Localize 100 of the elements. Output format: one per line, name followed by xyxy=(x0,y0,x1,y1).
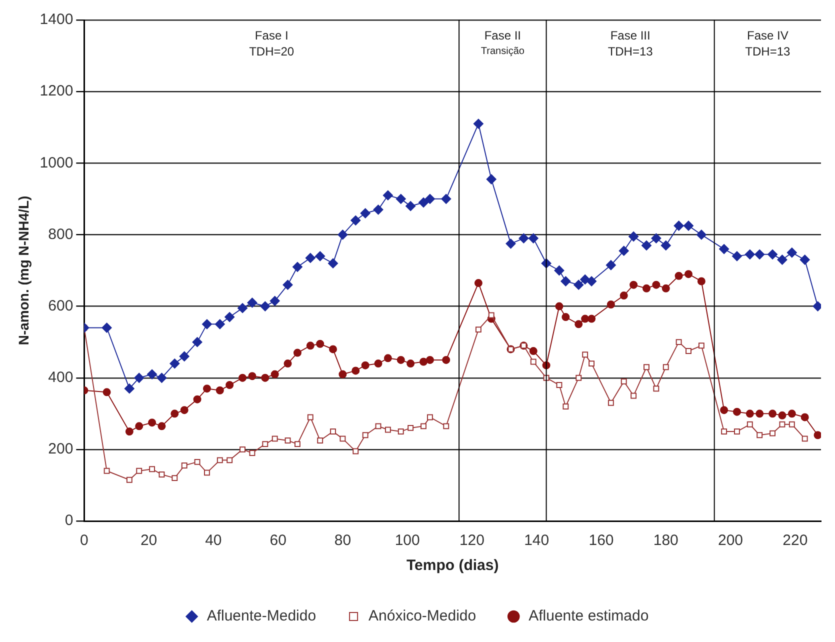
y-axis-title: N-amon. (mg N-NH4/L) xyxy=(15,196,32,346)
point xyxy=(424,194,435,204)
point xyxy=(660,240,671,250)
point xyxy=(406,201,416,212)
point xyxy=(777,254,788,265)
point xyxy=(330,428,336,435)
point xyxy=(102,322,112,333)
point xyxy=(352,366,360,375)
point xyxy=(768,410,777,418)
point xyxy=(686,348,692,354)
x-tick-label: 60 xyxy=(270,532,286,550)
point xyxy=(284,360,292,368)
y-tick-label: 1200 xyxy=(40,82,74,100)
point xyxy=(329,345,338,354)
point xyxy=(746,410,754,418)
point xyxy=(418,198,428,208)
point xyxy=(293,348,302,357)
y-tick-label: 1000 xyxy=(40,154,74,172)
point xyxy=(224,312,235,322)
point xyxy=(179,351,190,362)
point xyxy=(193,395,202,404)
point xyxy=(136,468,142,474)
point xyxy=(620,292,628,300)
point xyxy=(618,246,629,256)
point xyxy=(473,118,484,129)
point xyxy=(261,374,270,382)
point xyxy=(662,284,670,292)
point xyxy=(555,302,564,310)
point xyxy=(361,361,370,370)
point xyxy=(373,204,384,215)
point xyxy=(249,450,256,456)
point xyxy=(800,254,810,265)
point xyxy=(475,326,482,333)
point xyxy=(420,358,428,366)
point xyxy=(778,411,786,420)
x-tick-label: 220 xyxy=(782,532,808,550)
point xyxy=(788,421,795,428)
point xyxy=(238,303,248,314)
point xyxy=(328,258,338,268)
point xyxy=(642,284,650,292)
point xyxy=(375,423,382,430)
point xyxy=(442,356,450,364)
point xyxy=(216,457,223,464)
point xyxy=(630,392,637,399)
point xyxy=(170,358,180,369)
point xyxy=(247,298,258,308)
point xyxy=(305,252,316,263)
x-tick-label: 80 xyxy=(334,532,352,550)
point xyxy=(770,430,776,436)
point xyxy=(340,436,346,442)
point xyxy=(674,220,684,231)
point xyxy=(768,249,778,260)
point xyxy=(529,347,538,356)
point xyxy=(135,422,144,430)
point xyxy=(338,370,347,378)
point xyxy=(528,233,538,244)
point xyxy=(630,280,638,289)
point xyxy=(350,215,361,226)
point xyxy=(486,174,496,184)
point xyxy=(148,418,156,427)
point xyxy=(282,280,293,290)
y-tick-label: 0 xyxy=(64,512,74,530)
x-tick-label: 140 xyxy=(524,532,550,550)
point xyxy=(202,384,211,393)
point xyxy=(294,441,300,448)
point xyxy=(260,301,270,312)
legend-label: Afluente estimado xyxy=(528,608,649,625)
point xyxy=(732,251,742,262)
point xyxy=(800,413,809,422)
point xyxy=(644,364,650,370)
point xyxy=(554,266,564,276)
point xyxy=(652,280,660,289)
point xyxy=(696,230,706,240)
point xyxy=(170,410,179,418)
point xyxy=(684,220,694,231)
point xyxy=(562,313,570,322)
point xyxy=(406,360,415,368)
y-tick-label: 600 xyxy=(48,297,74,314)
point xyxy=(676,339,682,346)
point xyxy=(292,262,302,272)
x-tick-label: 160 xyxy=(588,532,614,550)
point xyxy=(562,404,569,410)
point xyxy=(240,446,246,452)
point xyxy=(226,381,234,390)
point xyxy=(426,356,434,364)
point xyxy=(306,342,314,350)
point xyxy=(662,364,669,370)
point xyxy=(576,374,582,381)
point xyxy=(580,274,590,284)
point xyxy=(606,300,615,308)
point xyxy=(158,422,166,430)
point xyxy=(744,249,755,260)
point xyxy=(384,426,391,433)
x-tick-label: 120 xyxy=(459,532,484,550)
point xyxy=(732,408,741,416)
point xyxy=(398,428,404,435)
point xyxy=(802,436,808,442)
point xyxy=(443,423,450,430)
point xyxy=(180,406,188,414)
annotation: Fase II Transição xyxy=(480,28,525,57)
